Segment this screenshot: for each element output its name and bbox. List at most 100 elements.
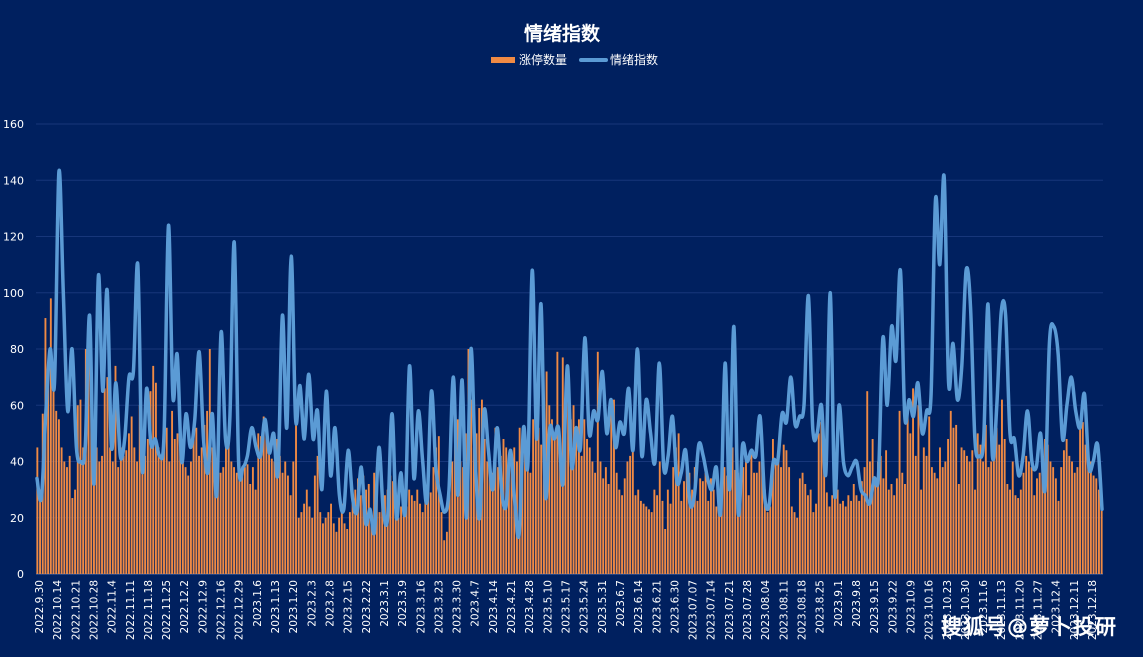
bar: [982, 461, 985, 574]
bar: [165, 427, 168, 574]
bar: [623, 478, 626, 575]
bar: [836, 489, 839, 575]
bar: [963, 450, 966, 574]
bar: [111, 461, 114, 574]
bar: [807, 495, 809, 574]
bar: [839, 503, 842, 574]
bar: [195, 427, 198, 574]
bar: [755, 472, 758, 574]
bar: [992, 439, 995, 574]
bar: [685, 461, 688, 574]
bar: [413, 500, 416, 575]
bar: [440, 512, 443, 575]
bar: [677, 433, 680, 575]
bar: [478, 408, 481, 574]
bar: [1052, 467, 1055, 575]
bar: [327, 512, 330, 575]
x-tick-label: 2023.07.14: [706, 580, 718, 640]
bar: [537, 427, 540, 574]
x-tick-label: 2022.11.4: [107, 580, 119, 634]
bar: [173, 439, 176, 574]
bar: [588, 447, 591, 574]
bar: [874, 484, 877, 574]
bar: [745, 455, 747, 575]
bar: [405, 506, 408, 574]
bar: [262, 416, 265, 574]
bar: [971, 450, 974, 574]
bar: [63, 461, 66, 574]
bar: [984, 424, 987, 574]
x-tick-label: 2023.07.07: [688, 580, 700, 640]
bar: [305, 489, 308, 575]
bar: [885, 450, 888, 574]
bar: [400, 506, 403, 574]
bar: [437, 436, 440, 574]
bar: [254, 489, 257, 575]
bar: [265, 433, 268, 575]
bar: [211, 447, 214, 574]
bar: [777, 455, 780, 575]
bar: [362, 475, 365, 574]
bar: [871, 439, 874, 574]
y-tick-label: 60: [10, 399, 24, 412]
bar: [55, 410, 58, 575]
bar: [734, 469, 737, 574]
bar: [583, 419, 586, 574]
bar: [117, 467, 120, 575]
bar: [389, 475, 392, 574]
bar: [141, 450, 144, 574]
bar: [292, 461, 295, 574]
bar: [521, 439, 524, 574]
bar: [171, 410, 174, 575]
bar: [548, 405, 551, 574]
x-tick-label: 2022.12.9: [197, 580, 209, 633]
bar: [712, 489, 715, 575]
bar: [949, 410, 952, 575]
bar: [831, 495, 834, 574]
bar: [780, 467, 782, 575]
x-axis: 2022.9.30 2022.10.14 2022.10.21 2022.10.28 2…: [34, 580, 1099, 640]
bar: [308, 506, 311, 574]
bar: [343, 523, 346, 575]
bar: [297, 517, 300, 574]
x-tick-label: 2023.4.14: [488, 580, 500, 634]
bar: [615, 472, 618, 574]
bar: [553, 439, 556, 574]
bar: [1003, 439, 1006, 574]
x-tick-label: 2022.12.2: [179, 580, 191, 633]
bar: [109, 447, 112, 574]
bar: [122, 455, 125, 575]
bar: [669, 503, 672, 574]
bar: [489, 467, 491, 575]
bar: [378, 512, 381, 575]
bar: [728, 461, 731, 574]
line-series: [35, 168, 1104, 539]
bar: [723, 467, 726, 575]
bar: [1014, 495, 1017, 574]
bar: [243, 467, 246, 575]
x-tick-label: 2023.6.30: [669, 580, 681, 633]
x-tick-label: 2023.3.9: [397, 580, 409, 627]
bar: [804, 484, 807, 574]
bar: [658, 461, 661, 574]
bar: [556, 351, 559, 574]
bar: [311, 517, 314, 574]
bar: [507, 461, 510, 574]
bar: [92, 433, 95, 575]
bar: [365, 489, 368, 575]
bar: [618, 489, 621, 575]
bar: [424, 500, 427, 575]
bar: [295, 419, 297, 574]
x-tick-label: 2023.9.1: [833, 580, 845, 627]
bar: [427, 486, 429, 574]
bar: [101, 455, 103, 575]
bar: [192, 433, 195, 575]
bar: [798, 478, 801, 575]
bar: [230, 461, 233, 574]
legend: 涨停数量 情绪指数: [491, 52, 658, 67]
bar: [168, 461, 171, 574]
x-tick-label: 2023.07.28: [742, 580, 754, 640]
bar: [491, 472, 494, 574]
bar: [747, 495, 750, 574]
